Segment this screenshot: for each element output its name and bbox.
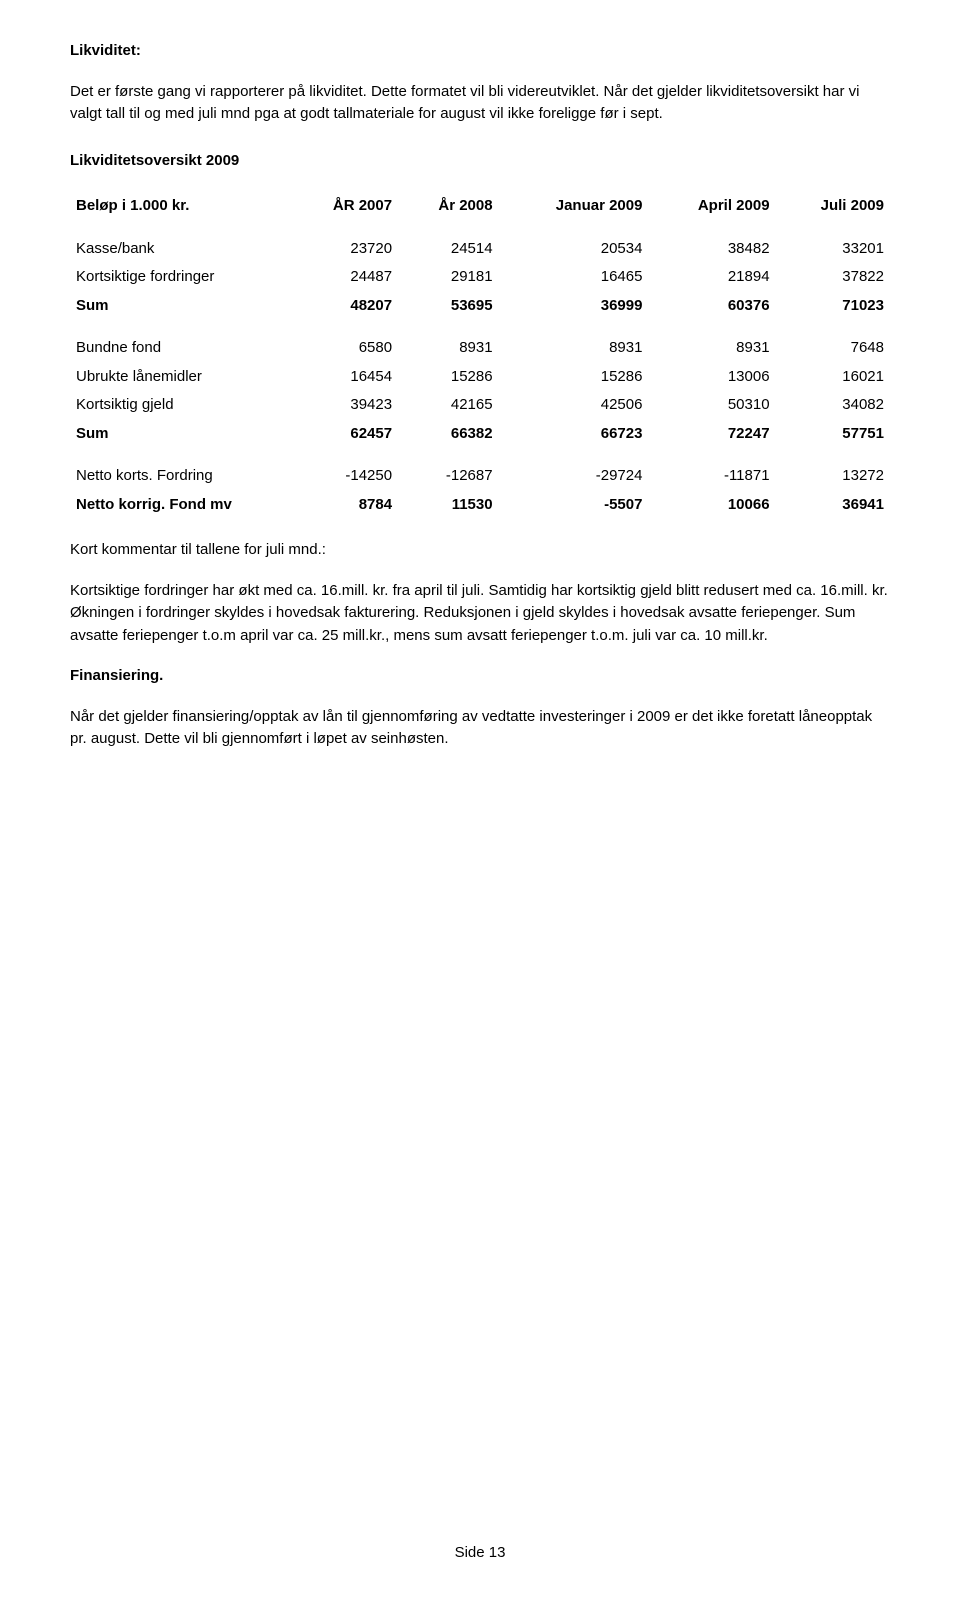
- comment-heading: Kort kommentar til tallene for juli mnd.…: [70, 539, 890, 562]
- table-row: Ubrukte lånemidler 16454 15286 15286 130…: [70, 363, 890, 392]
- comment-paragraph: Kortsiktige fordringer har økt med ca. 1…: [70, 580, 890, 648]
- cell: -29724: [499, 462, 649, 491]
- row-label: Kortsiktig gjeld: [70, 391, 290, 420]
- cell: 20534: [499, 235, 649, 264]
- cell: 72247: [648, 420, 775, 449]
- cell: 60376: [648, 292, 775, 321]
- cell: 66723: [499, 420, 649, 449]
- row-label: Netto korts. Fordring: [70, 462, 290, 491]
- cell: 48207: [290, 292, 398, 321]
- cell: 16465: [499, 263, 649, 292]
- cell: 15286: [398, 363, 499, 392]
- col-header: Juli 2009: [776, 192, 890, 221]
- cell: 38482: [648, 235, 775, 264]
- page-footer: Side 13: [0, 1542, 960, 1565]
- table-row: Kortsiktig gjeld 39423 42165 42506 50310…: [70, 391, 890, 420]
- table-row-sum: Sum 48207 53695 36999 60376 71023: [70, 292, 890, 321]
- cell: 42165: [398, 391, 499, 420]
- col-header: År 2008: [398, 192, 499, 221]
- row-label: Bundne fond: [70, 334, 290, 363]
- cell: 71023: [776, 292, 890, 321]
- cell: 21894: [648, 263, 775, 292]
- cell: 8931: [398, 334, 499, 363]
- cell: 24514: [398, 235, 499, 264]
- table-row: Netto korts. Fordring -14250 -12687 -297…: [70, 462, 890, 491]
- row-label: Sum: [70, 420, 290, 449]
- cell: 29181: [398, 263, 499, 292]
- cell: 36941: [776, 491, 890, 520]
- col-header: ÅR 2007: [290, 192, 398, 221]
- intro-paragraph: Det er første gang vi rapporterer på lik…: [70, 81, 890, 126]
- table-row: Kasse/bank 23720 24514 20534 38482 33201: [70, 235, 890, 264]
- col-header: April 2009: [648, 192, 775, 221]
- cell: 50310: [648, 391, 775, 420]
- row-label: Sum: [70, 292, 290, 321]
- cell: 36999: [499, 292, 649, 321]
- table-row-sum: Sum 62457 66382 66723 72247 57751: [70, 420, 890, 449]
- row-label: Kortsiktige fordringer: [70, 263, 290, 292]
- finance-paragraph: Når det gjelder finansiering/opptak av l…: [70, 706, 890, 751]
- cell: -14250: [290, 462, 398, 491]
- table-header-row: Beløp i 1.000 kr. ÅR 2007 År 2008 Januar…: [70, 192, 890, 221]
- cell: 10066: [648, 491, 775, 520]
- cell: 15286: [499, 363, 649, 392]
- col-header: Januar 2009: [499, 192, 649, 221]
- cell: 42506: [499, 391, 649, 420]
- cell: 62457: [290, 420, 398, 449]
- cell: 66382: [398, 420, 499, 449]
- cell: -5507: [499, 491, 649, 520]
- cell: 23720: [290, 235, 398, 264]
- cell: 16021: [776, 363, 890, 392]
- row-label: Kasse/bank: [70, 235, 290, 264]
- cell: 39423: [290, 391, 398, 420]
- cell: 57751: [776, 420, 890, 449]
- table-title: Likviditetsoversikt 2009: [70, 150, 890, 173]
- finance-heading: Finansiering.: [70, 665, 890, 688]
- cell: 37822: [776, 263, 890, 292]
- cell: 8931: [499, 334, 649, 363]
- heading-likviditet: Likviditet:: [70, 40, 890, 63]
- cell: 33201: [776, 235, 890, 264]
- row-label: Ubrukte lånemidler: [70, 363, 290, 392]
- cell: 34082: [776, 391, 890, 420]
- cell: 13272: [776, 462, 890, 491]
- cell: 6580: [290, 334, 398, 363]
- cell: 8784: [290, 491, 398, 520]
- cell: 13006: [648, 363, 775, 392]
- table-row-net: Netto korrig. Fond mv 8784 11530 -5507 1…: [70, 491, 890, 520]
- cell: 16454: [290, 363, 398, 392]
- cell: 7648: [776, 334, 890, 363]
- cell: -11871: [648, 462, 775, 491]
- row-label: Netto korrig. Fond mv: [70, 491, 290, 520]
- cell: 53695: [398, 292, 499, 321]
- cell: 24487: [290, 263, 398, 292]
- cell: 8931: [648, 334, 775, 363]
- table-row: Kortsiktige fordringer 24487 29181 16465…: [70, 263, 890, 292]
- table-row: Bundne fond 6580 8931 8931 8931 7648: [70, 334, 890, 363]
- cell: -12687: [398, 462, 499, 491]
- liquidity-table: Beløp i 1.000 kr. ÅR 2007 År 2008 Januar…: [70, 192, 890, 519]
- units-label: Beløp i 1.000 kr.: [70, 192, 290, 221]
- cell: 11530: [398, 491, 499, 520]
